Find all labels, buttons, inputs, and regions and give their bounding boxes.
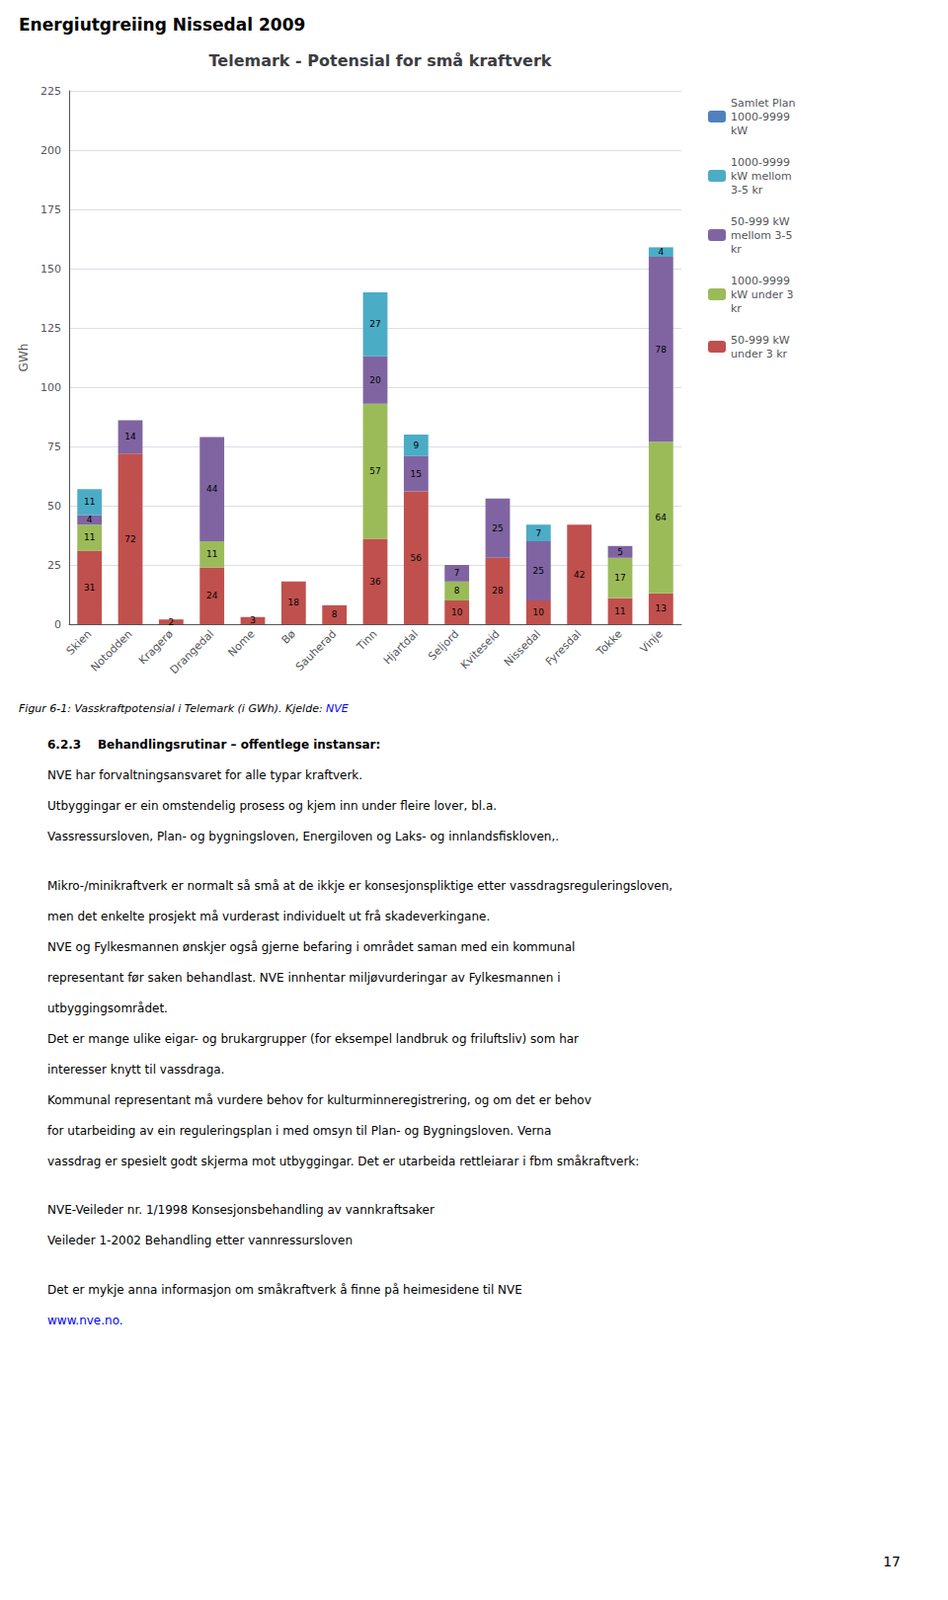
svg-text:18: 18 bbox=[288, 597, 301, 608]
svg-text:Drangedal: Drangedal bbox=[167, 627, 218, 677]
svg-text:0: 0 bbox=[54, 618, 62, 632]
svg-text:14: 14 bbox=[124, 431, 137, 442]
svg-text:28: 28 bbox=[491, 585, 504, 596]
svg-text:3: 3 bbox=[249, 615, 256, 626]
svg-text:kr: kr bbox=[730, 302, 742, 316]
svg-text:78: 78 bbox=[655, 344, 668, 355]
svg-text:25: 25 bbox=[47, 558, 62, 572]
svg-text:Tokke: Tokke bbox=[593, 627, 626, 659]
svg-text:4: 4 bbox=[86, 514, 93, 525]
svg-text:11: 11 bbox=[83, 532, 95, 543]
svg-text:Utbyggingar er ein omstendelig: Utbyggingar er ein omstendelig prosess o… bbox=[47, 798, 497, 813]
svg-text:for utarbeiding av ein reguler: for utarbeiding av ein reguleringsplan i… bbox=[47, 1123, 552, 1138]
svg-text:9: 9 bbox=[412, 440, 419, 451]
svg-text:20: 20 bbox=[369, 375, 382, 386]
svg-text:50-999 kW: 50-999 kW bbox=[730, 333, 790, 347]
svg-text:57: 57 bbox=[369, 466, 381, 476]
svg-text:1000-9999: 1000-9999 bbox=[730, 110, 790, 124]
svg-text:Nome: Nome bbox=[225, 627, 257, 659]
svg-text:10: 10 bbox=[533, 607, 546, 618]
svg-text:5: 5 bbox=[617, 547, 624, 557]
svg-text:Nissedal: Nissedal bbox=[501, 627, 544, 669]
svg-text:www.nve.no.: www.nve.no. bbox=[47, 1313, 124, 1328]
svg-text:NVE-Veileder nr. 1/1998 Konses: NVE-Veileder nr. 1/1998 Konsesjonsbehand… bbox=[47, 1202, 435, 1217]
svg-text:7: 7 bbox=[454, 567, 461, 578]
svg-text:100: 100 bbox=[40, 381, 62, 395]
svg-text:72: 72 bbox=[124, 534, 136, 545]
svg-text:8: 8 bbox=[331, 609, 338, 620]
svg-text:50-999 kW: 50-999 kW bbox=[730, 215, 790, 229]
svg-text:Det er mykje anna informasjon: Det er mykje anna informasjon om småkraf… bbox=[47, 1282, 523, 1297]
svg-text:Kragerø: Kragerø bbox=[136, 627, 176, 667]
svg-text:13: 13 bbox=[655, 603, 667, 614]
svg-text:Kviteseid: Kviteseid bbox=[458, 627, 503, 672]
svg-text:42: 42 bbox=[573, 569, 585, 580]
svg-text:200: 200 bbox=[40, 144, 62, 158]
svg-text:36: 36 bbox=[369, 576, 382, 587]
svg-text:15: 15 bbox=[410, 469, 422, 479]
svg-text:25: 25 bbox=[533, 565, 545, 576]
svg-text:Hjartdal: Hjartdal bbox=[381, 627, 421, 667]
svg-text:Notodden: Notodden bbox=[87, 627, 135, 674]
svg-text:NVE: NVE bbox=[325, 702, 349, 715]
svg-text:Telemark - Potensial for små k: Telemark - Potensial for små kraftverk bbox=[209, 51, 553, 71]
svg-text:64: 64 bbox=[655, 512, 668, 523]
svg-text:Sauherad: Sauherad bbox=[293, 627, 339, 673]
svg-text:10: 10 bbox=[451, 607, 464, 618]
svg-text:kr: kr bbox=[730, 242, 742, 256]
svg-text:men det enkelte prosjekt må vu: men det enkelte prosjekt må vurderast in… bbox=[47, 909, 490, 924]
svg-text:kW mellom: kW mellom bbox=[730, 169, 792, 183]
svg-text:11: 11 bbox=[83, 496, 95, 507]
svg-text:44: 44 bbox=[206, 483, 219, 494]
svg-text:11: 11 bbox=[206, 549, 218, 559]
svg-text:interesser knytt til vassdraga: interesser knytt til vassdraga. bbox=[47, 1062, 225, 1077]
svg-text:Mikro-/minikraftverk er normal: Mikro-/minikraftverk er normalt så små a… bbox=[47, 878, 673, 893]
svg-text:Seljord: Seljord bbox=[425, 627, 462, 663]
svg-text:Figur 6-1: Vasskraftpotensial: Figur 6-1: Vasskraftpotensial i Telemark… bbox=[18, 702, 326, 715]
svg-text:Skien: Skien bbox=[64, 627, 95, 658]
svg-text:Samlet Plan: Samlet Plan bbox=[730, 96, 796, 110]
svg-text:150: 150 bbox=[40, 262, 62, 276]
svg-text:under 3 kr: under 3 kr bbox=[730, 347, 789, 361]
svg-text:representant før saken behandl: representant før saken behandlast. NVE i… bbox=[47, 970, 560, 985]
svg-text:7: 7 bbox=[535, 528, 542, 539]
svg-text:31: 31 bbox=[83, 582, 95, 593]
svg-text:utbyggingsområdet.: utbyggingsområdet. bbox=[47, 1001, 168, 1016]
svg-text:Det er mange ulike eigar- og b: Det er mange ulike eigar- og brukargrupp… bbox=[47, 1031, 579, 1046]
svg-text:Bø: Bø bbox=[279, 627, 299, 646]
svg-text:3-5 kr: 3-5 kr bbox=[730, 183, 764, 197]
svg-text:24: 24 bbox=[206, 590, 219, 601]
svg-text:8: 8 bbox=[454, 585, 461, 596]
svg-text:kW: kW bbox=[730, 124, 748, 138]
svg-text:125: 125 bbox=[40, 321, 62, 335]
svg-text:mellom 3-5: mellom 3-5 bbox=[730, 229, 793, 242]
svg-text:GWh: GWh bbox=[16, 343, 31, 373]
svg-text:27: 27 bbox=[369, 318, 381, 329]
svg-text:25: 25 bbox=[491, 523, 503, 534]
svg-text:175: 175 bbox=[40, 203, 62, 217]
svg-text:1000-9999: 1000-9999 bbox=[730, 156, 790, 169]
svg-text:56: 56 bbox=[410, 553, 423, 563]
svg-text:Kommunal representant må vurde: Kommunal representant må vurdere behov f… bbox=[47, 1093, 592, 1107]
svg-text:kW under 3: kW under 3 bbox=[730, 288, 793, 302]
svg-text:11: 11 bbox=[614, 606, 626, 617]
svg-text:vassdrag er spesielt godt skje: vassdrag er spesielt godt skjerma mot ut… bbox=[47, 1154, 639, 1169]
svg-text:6.2.3 Behandlingsrutinar –: 6.2.3 Behandlingsrutinar – offentlege in… bbox=[47, 737, 381, 752]
svg-text:NVE og Fylkesmannen ønskjer og: NVE og Fylkesmannen ønskjer også gjerne … bbox=[47, 940, 575, 954]
svg-text:1000-9999: 1000-9999 bbox=[730, 274, 790, 288]
svg-text:Veileder 1-2002 Behandling ett: Veileder 1-2002 Behandling etter vannres… bbox=[47, 1233, 353, 1248]
svg-text:Vinje: Vinje bbox=[637, 627, 667, 656]
svg-text:225: 225 bbox=[40, 84, 62, 98]
svg-text:4: 4 bbox=[657, 246, 664, 257]
svg-text:2: 2 bbox=[167, 617, 174, 628]
svg-text:17: 17 bbox=[614, 572, 626, 583]
svg-text:Vassressursloven, Plan- og byg: Vassressursloven, Plan- og bygningsloven… bbox=[47, 829, 559, 844]
svg-text:NVE har forvaltningsansvaret f: NVE har forvaltningsansvaret for alle ty… bbox=[47, 768, 363, 783]
svg-text:50: 50 bbox=[47, 499, 62, 513]
svg-text:Fyresdal: Fyresdal bbox=[543, 627, 584, 668]
svg-text:Energiutgreiing Nissedal 2009: Energiutgreiing Nissedal 2009 bbox=[18, 14, 306, 35]
svg-text:75: 75 bbox=[47, 440, 62, 454]
svg-text:17: 17 bbox=[882, 1553, 901, 1570]
svg-text:Tinn: Tinn bbox=[353, 627, 380, 653]
